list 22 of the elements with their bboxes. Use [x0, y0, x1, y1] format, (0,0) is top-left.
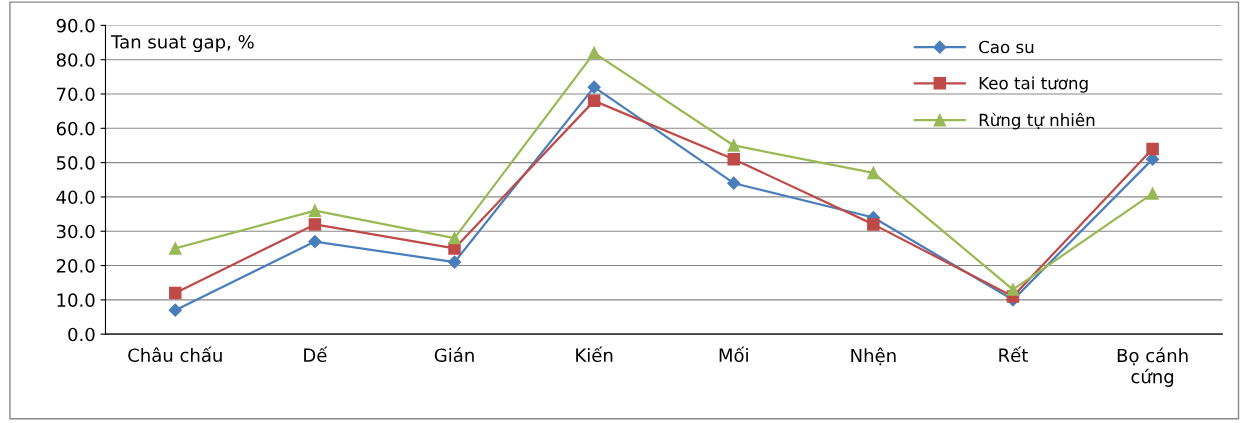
y-tick-label: 90.0	[56, 18, 95, 33]
x-tick-label: Gián	[434, 347, 474, 363]
y-tick-label: 0.0	[68, 327, 95, 342]
x-tick-label: Châu chấu	[128, 346, 222, 363]
y-axis-title: Tan suat gap, %	[111, 34, 254, 53]
y-tick-label: 30.0	[56, 224, 95, 239]
y-tick-label: 20.0	[56, 259, 95, 273]
x-tick-label: Bọ cánh cứng	[1117, 347, 1188, 387]
y-tick-label: 80.0	[56, 53, 95, 67]
legend-label: Keo tai tương	[979, 76, 1088, 93]
y-tick-label: 70.0	[57, 87, 95, 102]
y-tick-label: 50.0	[56, 156, 95, 170]
legend-label: Rừng tự nhiên	[979, 112, 1095, 130]
x-tick-label: Rết	[999, 346, 1028, 363]
y-tick-label: 40.0	[56, 190, 95, 205]
x-tick-label: Nhện	[851, 347, 896, 366]
y-tick-label: 10.0	[57, 293, 95, 307]
x-tick-label: Dế	[304, 346, 328, 363]
x-tick-label: Mối	[719, 346, 748, 363]
y-tick-label: 60.0	[56, 121, 95, 136]
legend-label: Cao su	[979, 40, 1034, 54]
x-tick-label: Kiến	[576, 346, 613, 363]
